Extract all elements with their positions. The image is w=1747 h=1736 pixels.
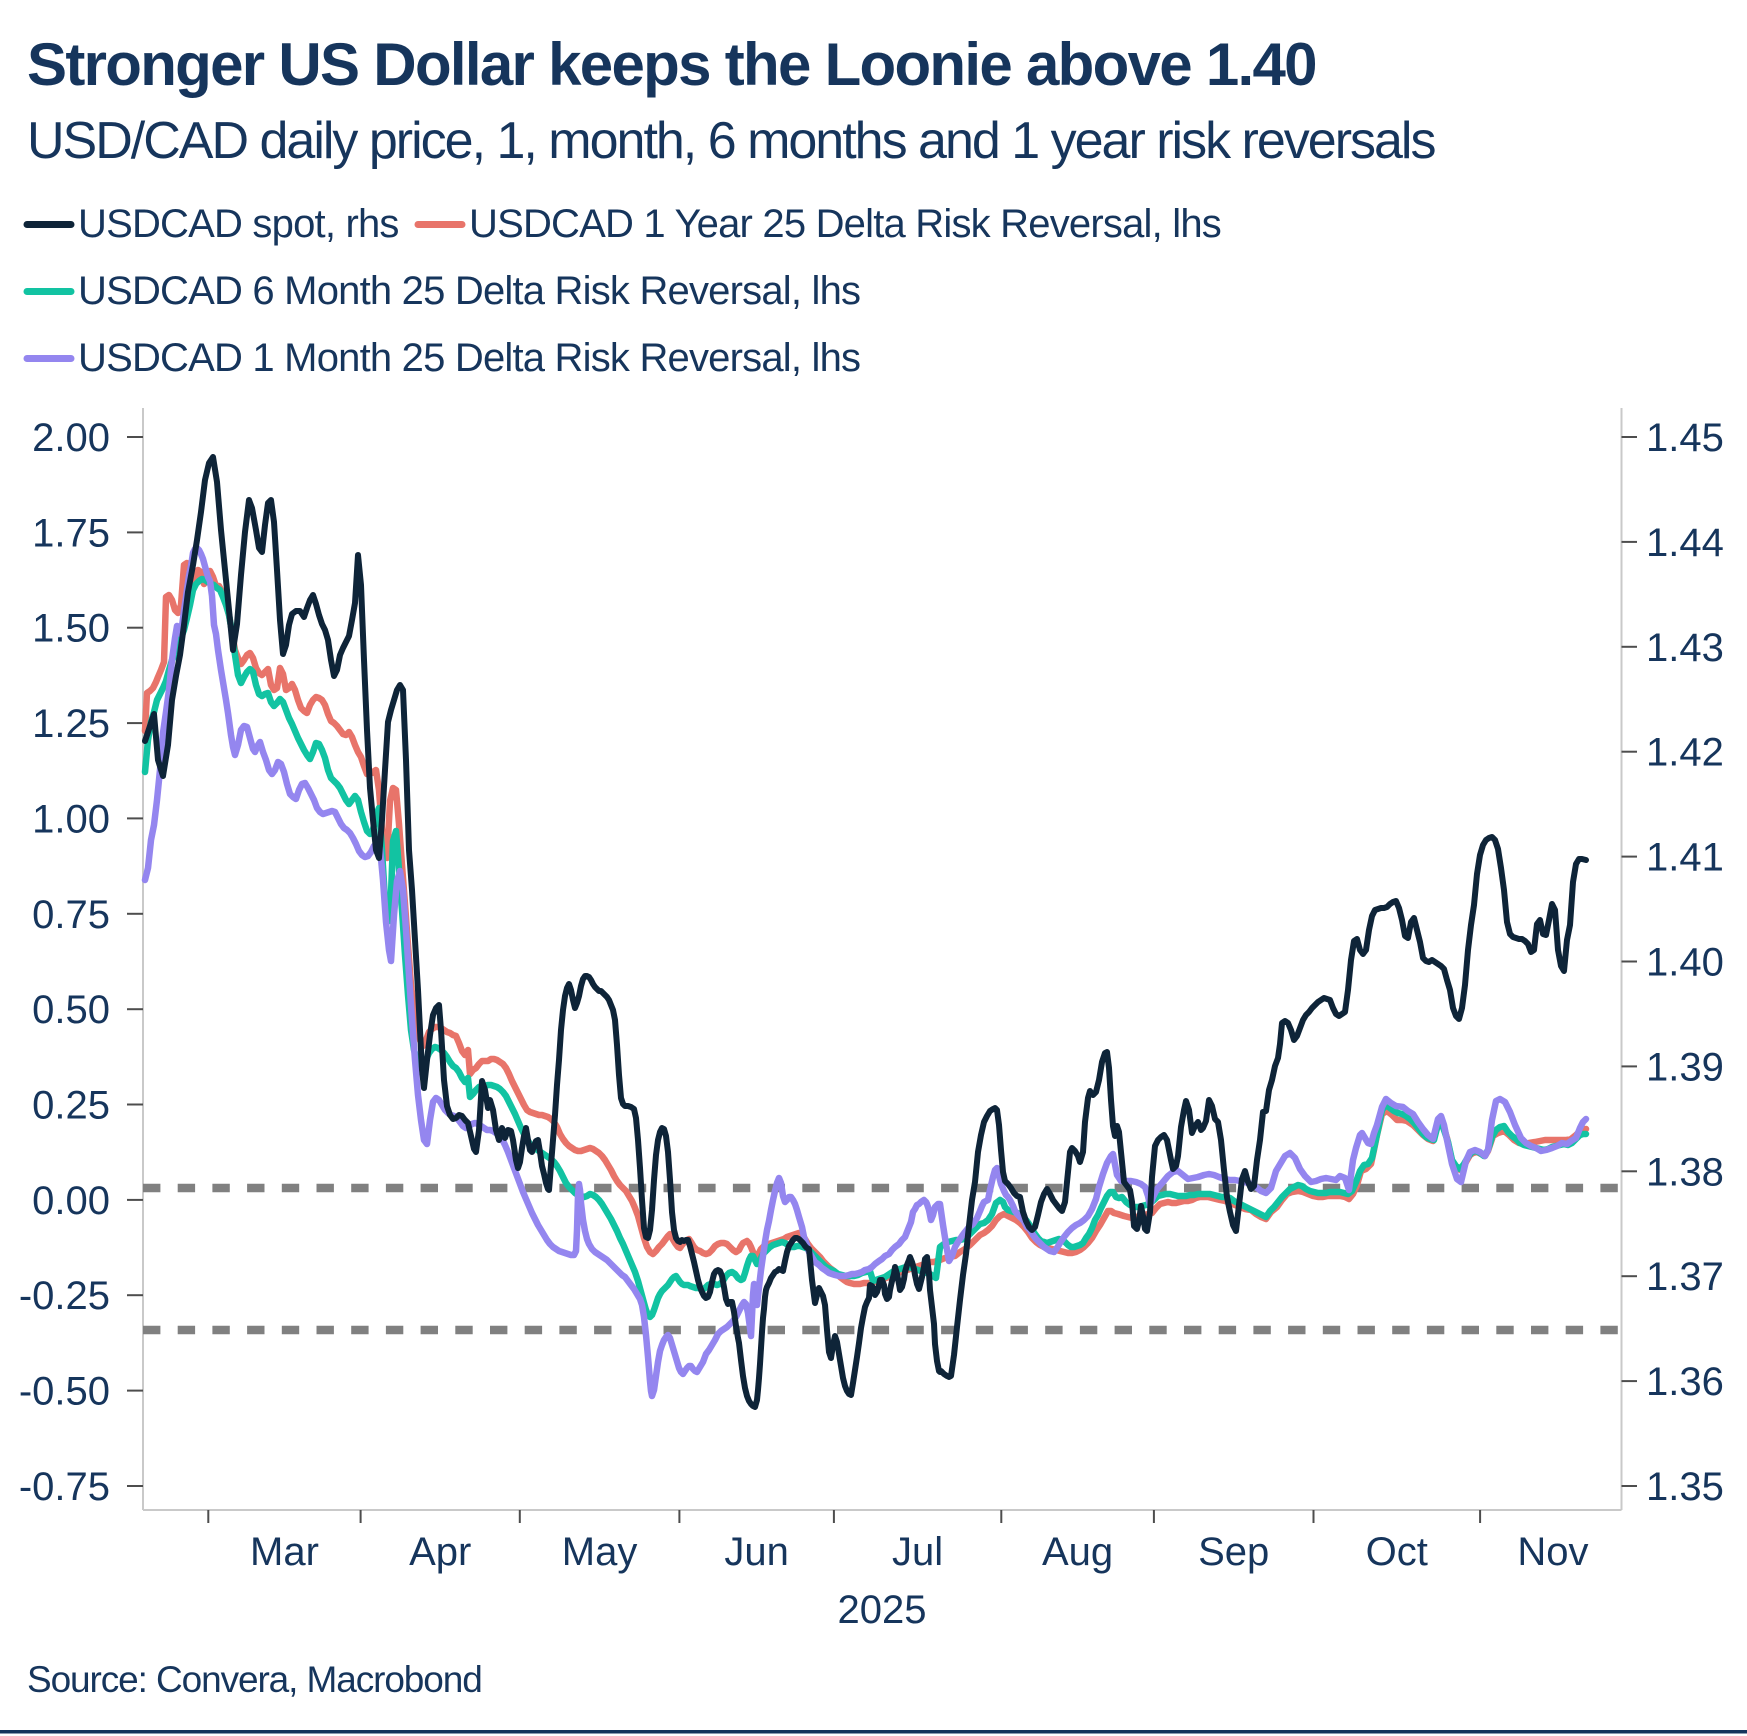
svg-text:1.75: 1.75 bbox=[32, 511, 110, 555]
svg-text:USDCAD 6 Month 25 Delta Risk R: USDCAD 6 Month 25 Delta Risk Reversal, l… bbox=[78, 269, 860, 313]
svg-text:USDCAD spot, rhs: USDCAD spot, rhs bbox=[78, 202, 399, 246]
svg-text:0.50: 0.50 bbox=[32, 988, 110, 1032]
svg-text:1.44: 1.44 bbox=[1646, 521, 1724, 565]
svg-text:1.35: 1.35 bbox=[1646, 1465, 1724, 1509]
svg-text:Oct: Oct bbox=[1366, 1530, 1428, 1574]
svg-text:1.37: 1.37 bbox=[1646, 1255, 1724, 1299]
svg-text:1.40: 1.40 bbox=[1646, 941, 1724, 985]
svg-text:-0.75: -0.75 bbox=[19, 1465, 110, 1509]
svg-text:-0.25: -0.25 bbox=[19, 1274, 110, 1318]
svg-text:Nov: Nov bbox=[1517, 1530, 1588, 1574]
svg-text:Mar: Mar bbox=[250, 1530, 319, 1574]
svg-text:Jul: Jul bbox=[892, 1530, 943, 1574]
svg-text:1.41: 1.41 bbox=[1646, 836, 1724, 880]
svg-text:1.00: 1.00 bbox=[32, 797, 110, 841]
svg-text:Jun: Jun bbox=[724, 1530, 789, 1574]
svg-text:0.25: 0.25 bbox=[32, 1084, 110, 1128]
svg-text:Apr: Apr bbox=[409, 1530, 471, 1574]
svg-text:2.00: 2.00 bbox=[32, 416, 110, 460]
svg-text:USDCAD 1 Year 25 Delta Risk Re: USDCAD 1 Year 25 Delta Risk Reversal, lh… bbox=[469, 202, 1221, 246]
svg-text:Sep: Sep bbox=[1198, 1530, 1269, 1574]
svg-text:0.00: 0.00 bbox=[32, 1179, 110, 1223]
svg-text:1.36: 1.36 bbox=[1646, 1360, 1724, 1404]
svg-text:1.42: 1.42 bbox=[1646, 731, 1724, 775]
svg-text:May: May bbox=[562, 1530, 638, 1574]
svg-text:1.25: 1.25 bbox=[32, 702, 110, 746]
svg-text:0.75: 0.75 bbox=[32, 893, 110, 937]
svg-text:USDCAD 1 Month 25 Delta Risk R: USDCAD 1 Month 25 Delta Risk Reversal, l… bbox=[78, 336, 860, 380]
svg-text:1.38: 1.38 bbox=[1646, 1150, 1724, 1194]
svg-text:-0.50: -0.50 bbox=[19, 1370, 110, 1414]
svg-text:2025: 2025 bbox=[838, 1588, 927, 1632]
svg-text:Aug: Aug bbox=[1042, 1530, 1113, 1574]
svg-text:Stronger US Dollar keeps the L: Stronger US Dollar keeps the Loonie abov… bbox=[27, 31, 1316, 98]
svg-text:1.43: 1.43 bbox=[1646, 626, 1724, 670]
svg-text:Source: Convera, Macrobond: Source: Convera, Macrobond bbox=[27, 1659, 482, 1700]
svg-text:USD/CAD daily price, 1, month,: USD/CAD daily price, 1, month, 6 months … bbox=[27, 112, 1435, 170]
svg-text:1.45: 1.45 bbox=[1646, 416, 1724, 460]
svg-text:1.39: 1.39 bbox=[1646, 1045, 1724, 1089]
svg-text:1.50: 1.50 bbox=[32, 607, 110, 651]
